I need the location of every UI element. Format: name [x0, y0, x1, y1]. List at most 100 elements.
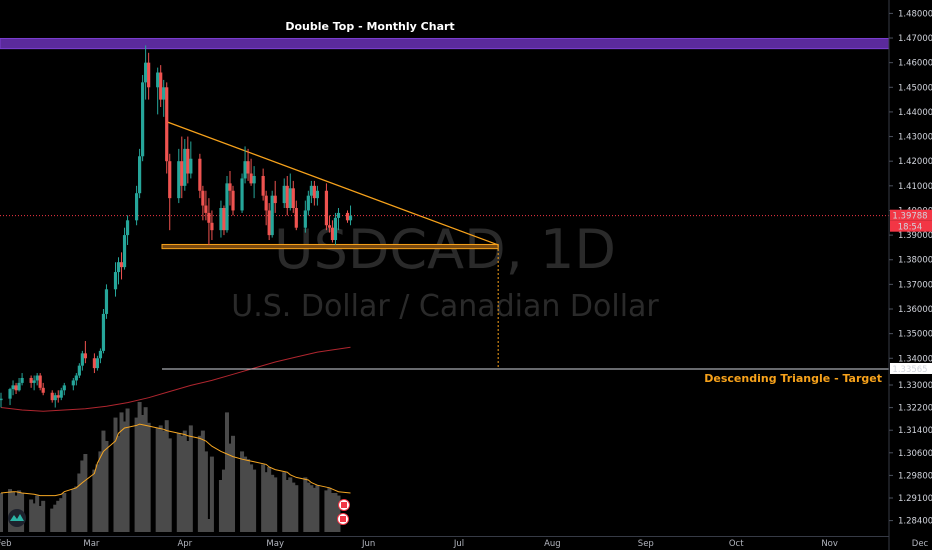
candle-body	[231, 190, 235, 211]
tradingview-logo-icon[interactable]	[8, 509, 26, 527]
volume-bar	[246, 459, 251, 532]
double-top-resistance-zone	[0, 37, 890, 50]
candle-body	[273, 195, 277, 204]
candle-body	[225, 183, 229, 231]
price-tick-label: 1.32200	[898, 404, 932, 414]
candle-body	[285, 185, 289, 208]
time-tick-label: Jun	[361, 539, 375, 549]
volume-bar	[306, 482, 311, 532]
watermark-subtitle: U.S. Dollar / Canadian Dollar	[231, 289, 659, 324]
price-tick-label: 1.31400	[898, 426, 932, 436]
last-price-badge: 1.39788 18:54	[890, 209, 932, 233]
candle-body	[83, 353, 87, 359]
candle-body	[264, 195, 268, 211]
volume-bar	[116, 435, 121, 532]
volume-bar	[83, 454, 88, 532]
price-tick-label: 1.38000	[898, 256, 932, 266]
candle-body	[324, 190, 329, 226]
candle-body	[162, 87, 166, 100]
volume-bar	[291, 482, 296, 532]
target-label: Descending Triangle - Target	[704, 372, 882, 385]
volume-bar	[53, 504, 58, 532]
volume-bar	[267, 467, 272, 532]
candle-body	[207, 212, 211, 223]
volume-bar	[200, 430, 205, 532]
volume-bar	[270, 474, 275, 532]
candle-body	[246, 161, 250, 174]
candle-body	[303, 210, 307, 228]
time-axis[interactable]: Feb Mar Apr May Jun Jul Aug Sep Oct Nov Dec	[0, 539, 929, 549]
target-price-badge: 1.33565	[890, 362, 932, 375]
volume-bar	[303, 477, 308, 532]
candle-body	[219, 208, 223, 231]
candle-body	[222, 208, 226, 231]
candle-body	[282, 185, 286, 204]
double-top-label: Double Top - Monthly Chart	[285, 20, 454, 33]
price-tick-label: 1.41000	[898, 182, 932, 192]
volume-bar	[224, 412, 229, 532]
candle-body	[141, 82, 145, 157]
countdown-value: 18:54	[898, 223, 923, 233]
price-tick-label: 1.34000	[898, 354, 932, 364]
volume-bar	[119, 412, 124, 532]
price-tick-label: 1.44000	[898, 108, 932, 118]
volume-bar	[327, 487, 332, 532]
price-tick-label: 1.33000	[898, 381, 932, 391]
volume-bar	[38, 506, 43, 532]
volume-bar	[288, 477, 293, 532]
time-tick-label: Feb	[0, 539, 12, 549]
candle-body	[270, 195, 274, 236]
candle-body	[14, 385, 18, 391]
volume-bars	[0, 402, 341, 532]
volume-bar	[137, 402, 142, 532]
time-tick-label: Jul	[453, 539, 464, 549]
volume-bar	[50, 508, 55, 532]
candle-body	[168, 161, 172, 199]
candle-body	[267, 210, 271, 236]
volume-bar	[294, 485, 299, 532]
last-price-value: 1.39788	[892, 212, 927, 222]
price-tick-label: 1.43000	[898, 133, 932, 143]
candle-body	[336, 212, 341, 218]
volume-bar	[330, 493, 335, 532]
volume-bar	[0, 493, 3, 532]
candle-body	[20, 377, 24, 383]
volume-bar	[309, 485, 314, 532]
time-tick-label: Sep	[638, 539, 654, 549]
candle-body	[249, 173, 253, 184]
candle-body	[243, 161, 247, 179]
candle-body	[98, 350, 103, 359]
price-tick-label: 1.48000	[898, 9, 932, 19]
target-price-value: 1.33565	[892, 365, 927, 375]
volume-bar	[134, 417, 139, 532]
volume-bar	[252, 469, 257, 532]
volume-bar	[206, 519, 211, 532]
volume-bar	[143, 407, 148, 532]
volume-bar	[35, 495, 40, 532]
volume-bar	[164, 420, 169, 532]
price-tick-label: 1.29100	[898, 494, 932, 504]
candle-body	[113, 272, 118, 290]
candle-body	[330, 227, 335, 241]
event-flag-icon[interactable]	[337, 499, 350, 525]
volume-bar	[336, 495, 341, 532]
candle-body	[159, 72, 163, 100]
volume-bar	[113, 417, 118, 532]
candle-body	[101, 313, 106, 351]
volume-bar	[71, 489, 76, 532]
candle-body	[144, 62, 148, 83]
volume-bar	[155, 428, 160, 532]
volume-bar	[203, 451, 208, 532]
triangle-resistance-line	[166, 121, 499, 246]
candle-body	[17, 382, 21, 391]
volume-bar	[59, 498, 64, 532]
candle-body	[240, 178, 244, 211]
candle-body	[210, 222, 214, 231]
candle-body	[183, 148, 187, 186]
volume-bar	[80, 460, 85, 532]
candle-body	[261, 175, 265, 196]
candle-body	[138, 156, 142, 194]
candle-body	[201, 190, 205, 206]
